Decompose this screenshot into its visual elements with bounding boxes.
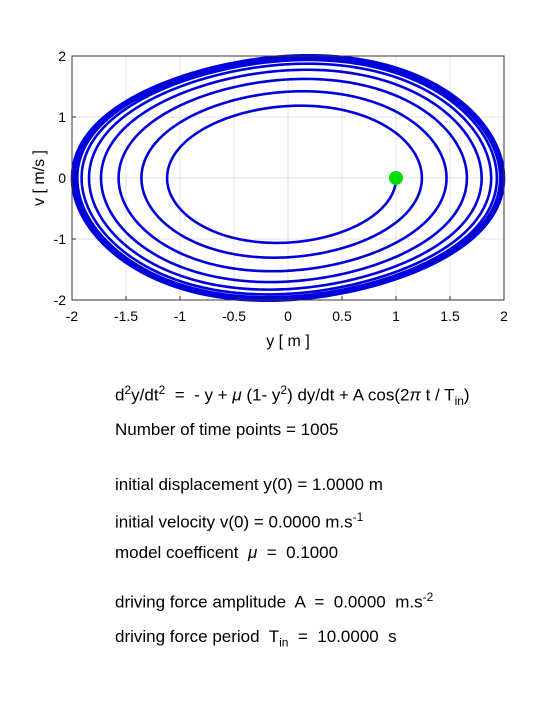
amp-value: driving force amplitude A = 0.0000 m.s (115, 592, 423, 612)
eq-part: (1- y (241, 385, 281, 405)
driving-amplitude-text: driving force amplitude A = 0.0000 m.s-2 (115, 590, 433, 613)
y-axis-label: v [ m/s ] (31, 150, 48, 206)
x-tick-label: 1 (392, 308, 400, 324)
y-tick-label: -1 (54, 231, 67, 247)
mu-symbol: μ (247, 543, 258, 562)
eq-part: t / T (420, 385, 455, 405)
x-tick-label: 0 (284, 308, 292, 324)
x-tick-label: -2 (66, 308, 79, 324)
eq-part: y/dt (131, 385, 159, 405)
y-tick-label: 2 (58, 48, 66, 64)
period-value: = 10.0000 s (288, 627, 397, 646)
phase-plot: -2 -1.5 -1 -0.5 0 0.5 1 1.5 2 -2 -1 0 1 2 y [ m ] v … (31, 48, 508, 350)
eq-pi: π (409, 385, 421, 405)
x-tick-label: -1.5 (114, 308, 138, 324)
time-points-text: Number of time points = 1005 (115, 420, 339, 439)
current-position-marker (389, 171, 403, 185)
eq-part: ) dy/dt + A cos(2 (287, 385, 410, 405)
plot-frame (71, 55, 505, 301)
amp-unit-exp: -2 (422, 590, 434, 604)
eq-part: d (115, 385, 125, 405)
y-tick-label: -2 (54, 292, 67, 308)
eq-sup: 2 (158, 383, 166, 397)
x-axis-label: y [ m ] (266, 333, 310, 350)
eq-sup: 2 (124, 383, 132, 397)
model-value: = 0.1000 (257, 543, 339, 562)
x-tick-label: 2 (500, 308, 508, 324)
x-tick-label: -1 (174, 308, 187, 324)
initial-velocity-text: initial velocity v(0) = 0.0000 m.s-1 (115, 510, 363, 533)
y-tick-label: 1 (58, 109, 66, 125)
equation: d2y/dt2 = - y + μ (1- y2) dy/dt + A cos(… (115, 383, 470, 408)
x-tick-labels: -2 -1.5 -1 -0.5 0 0.5 1 1.5 2 (66, 308, 508, 324)
eq-sub: in (454, 394, 464, 409)
x-tick-label: -0.5 (222, 308, 246, 324)
period-label: driving force period T (115, 627, 280, 646)
init-vel-unit-exp: -1 (352, 510, 364, 524)
trajectory-line (70, 54, 506, 302)
period-sub: in (279, 635, 289, 650)
eq-part: ) (463, 385, 470, 405)
x-tick-label: 0.5 (332, 308, 352, 324)
init-vel-value: initial velocity v(0) = 0.0000 m.s (115, 512, 353, 532)
x-tick-label: 1.5 (440, 308, 460, 324)
y-tick-label: 0 (58, 170, 66, 186)
eq-mu: μ (232, 385, 242, 405)
trajectory-path (70, 54, 506, 302)
y-tick-labels: -2 -1 0 1 2 (54, 48, 67, 308)
initial-displacement-text: initial displacement y(0) = 1.0000 m (115, 475, 383, 494)
eq-part: = - y + (165, 385, 233, 405)
driving-period-text: driving force period Tin = 10.0000 s (115, 627, 397, 649)
eq-sup: 2 (280, 383, 288, 397)
model-label: model coefficent (115, 543, 248, 562)
model-coefficient-text: model coefficent μ = 0.1000 (115, 543, 338, 563)
